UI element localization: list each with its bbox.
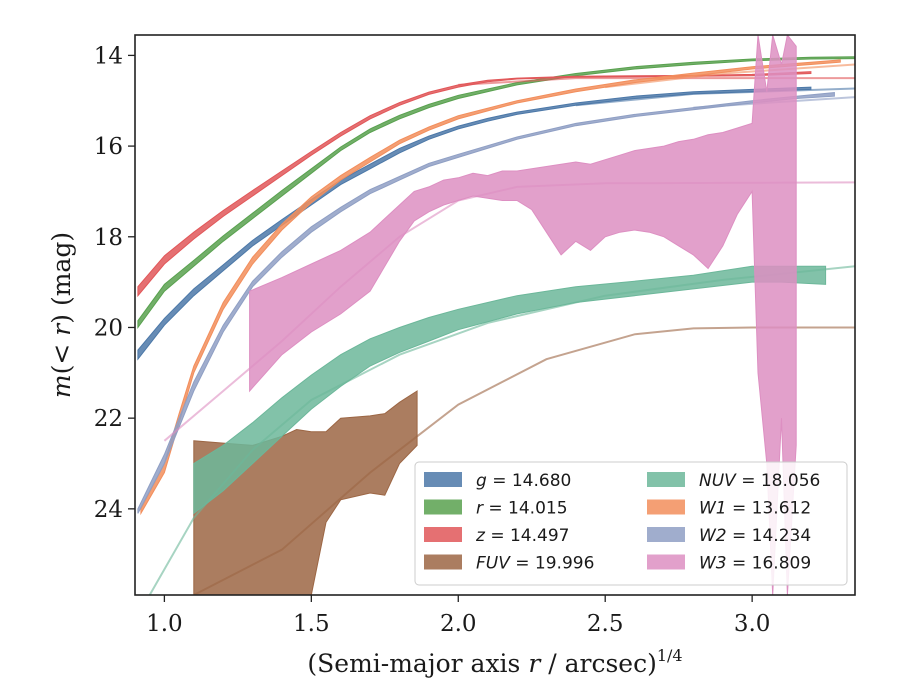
legend-band-name: FUV: [476, 554, 511, 574]
y-tick-label: 16: [94, 134, 123, 160]
plot-frame: [134, 34, 856, 596]
y-tick-label: 14: [94, 43, 123, 69]
y-axis-ticks: 14 16 18 20 22 24: [94, 43, 135, 523]
legend-band-value: = 14.680: [487, 471, 572, 491]
x-tick-label: 1.5: [293, 611, 330, 637]
legend-swatch: [647, 472, 685, 487]
legend-band-name: g: [476, 471, 487, 491]
band-w1: [140, 59, 841, 516]
legend-band-value: = 14.015: [483, 499, 568, 519]
legend-label: W3 = 16.809: [699, 554, 811, 574]
legend-swatch: [647, 527, 685, 542]
x-axis-label-tail: / arcsec): [540, 649, 657, 678]
series-nuv: [148, 265, 855, 595]
y-axis-label-m: m: [47, 374, 76, 398]
legend-band-value: = 19.996: [510, 554, 595, 574]
band-w2: [137, 92, 835, 514]
legend-band-value: = 14.234: [727, 526, 812, 546]
y-tick-label: 20: [94, 315, 123, 341]
legend-label: z = 14.497: [475, 526, 569, 546]
legend-band-name: W3: [699, 554, 727, 574]
legend-swatch: [424, 499, 462, 515]
legend-item-w2: W2 = 14.234: [647, 526, 811, 546]
model-line-w1: [605, 63, 855, 89]
legend-item-w1: W1 = 13.612: [647, 499, 811, 519]
band-r: [137, 56, 855, 330]
x-tick-label: 2.5: [587, 611, 624, 637]
legend-label: r = 14.015: [476, 499, 568, 519]
legend-band-name: z: [475, 526, 486, 546]
legend-item-g: g = 14.680: [424, 471, 571, 491]
x-axis-ticks: 1.0 1.5 2.0 2.5 3.0: [146, 595, 770, 637]
series-r: [137, 56, 855, 330]
legend-item-nuv: NUV = 18.056: [647, 471, 820, 491]
y-tick-label: 18: [94, 225, 123, 251]
legend-band-name: NUV: [699, 471, 737, 491]
x-tick-label: 2.0: [440, 611, 477, 637]
series-bands: [137, 35, 855, 595]
band-nuv: [193, 265, 827, 515]
legend-label: NUV = 18.056: [699, 471, 820, 491]
y-axis-label: m(< r) (mag): [47, 232, 76, 398]
x-axis-label-r: r: [528, 649, 542, 678]
legend-swatch: [647, 499, 685, 515]
legend-item-fuv: FUV = 19.996: [424, 554, 594, 574]
legend-band-value: = 13.612: [727, 499, 812, 519]
legend-item-z: z = 14.497: [424, 526, 569, 546]
y-axis-label-close: ) (mag): [47, 232, 76, 324]
x-axis-label-exponent: 1/4: [657, 646, 683, 665]
legend-item-r: r = 14.015: [424, 499, 568, 519]
legend-band-value: = 14.497: [485, 526, 570, 546]
legend-band-name: W2: [699, 526, 727, 546]
legend-swatch: [424, 472, 462, 487]
legend-band-value: = 16.809: [727, 554, 812, 574]
legend-label: g = 14.680: [476, 471, 571, 491]
y-axis-label-r: r: [47, 322, 76, 336]
series-w1: [140, 59, 855, 516]
legend-band-name: W1: [699, 499, 727, 519]
legend-band-value: = 18.056: [736, 471, 821, 491]
x-tick-label: 1.0: [146, 611, 183, 637]
band-w3: [249, 35, 797, 595]
legend-swatch: [424, 554, 462, 570]
legend-swatch: [424, 527, 462, 542]
series-w3: [163, 35, 855, 595]
x-axis-label-main: (Semi-major axis: [307, 649, 528, 678]
legend-box: [414, 461, 848, 586]
series-fuv: [193, 326, 855, 595]
legend-band-name: r: [476, 499, 484, 519]
legend-item-w3: W3 = 16.809: [647, 554, 811, 574]
x-tick-label: 3.0: [734, 611, 771, 637]
band-fuv: [193, 390, 418, 595]
y-tick-label: 22: [94, 406, 123, 432]
y-tick-label: 24: [94, 497, 123, 523]
legend-label: FUV = 19.996: [476, 554, 594, 574]
y-axis-label-paren: (<: [47, 336, 76, 375]
legend-swatch: [647, 554, 685, 570]
legend-label: W2 = 14.234: [699, 526, 811, 546]
x-axis-label: (Semi-major axis r / arcsec)1/4: [307, 646, 682, 678]
legend-label: W1 = 13.612: [699, 499, 811, 519]
band-z: [137, 71, 812, 298]
